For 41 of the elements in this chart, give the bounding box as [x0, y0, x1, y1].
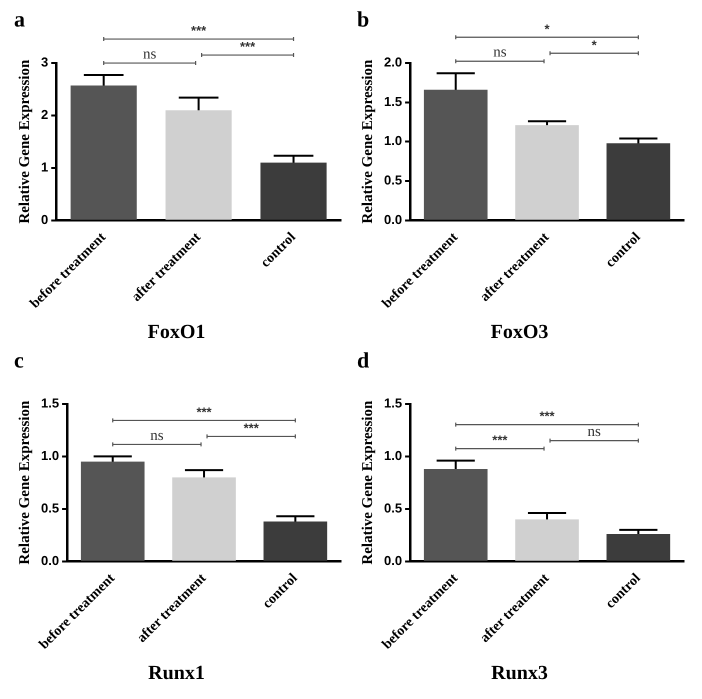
- annotation: ***: [196, 404, 213, 420]
- y-tick-label: 1.5: [384, 94, 402, 109]
- y-axis-title: Relative Gene Expression: [16, 59, 33, 224]
- annotation: ns: [588, 424, 602, 440]
- text: FoxO1: [148, 321, 206, 344]
- y-tick-label: 0.5: [40, 500, 60, 516]
- y-tick-label: 1: [40, 159, 48, 174]
- y-tick-label: 3: [40, 54, 48, 70]
- y-tick-label: 2: [40, 107, 48, 122]
- text: FoxO3: [490, 321, 548, 344]
- annotation: ***: [539, 408, 556, 424]
- y-tick-label: 0.0: [384, 552, 402, 568]
- y-tick-label: 1.0: [40, 448, 60, 464]
- y-tick-label: 1.5: [384, 396, 402, 411]
- annotation: ***: [244, 420, 260, 436]
- y-tick-label: 0.0: [40, 552, 60, 568]
- text: a: [14, 6, 25, 32]
- y-axis-title: Relative Gene Expression: [16, 400, 33, 565]
- y-tick-label: 1.0: [384, 448, 402, 464]
- text: d: [357, 348, 370, 373]
- text: c: [14, 348, 24, 373]
- text: b: [357, 6, 370, 32]
- annotation: ns: [150, 428, 164, 444]
- y-tick-label: 2.0: [384, 54, 402, 70]
- text: ns: [493, 44, 507, 61]
- text: ***: [240, 39, 256, 54]
- text: *: [592, 37, 598, 52]
- text: ***: [191, 23, 208, 38]
- y-axis-title: Relative Gene Expression: [360, 59, 376, 224]
- text: Runx1: [148, 662, 205, 684]
- y-tick-label: 0.5: [384, 500, 402, 516]
- y-tick-label: 0.0: [384, 212, 402, 227]
- y-tick-label: 0: [40, 212, 48, 227]
- text: Runx3: [491, 662, 548, 684]
- y-tick-label: 0.5: [384, 172, 402, 188]
- text: *: [544, 21, 551, 36]
- annotation: ***: [492, 432, 508, 448]
- y-tick-label: 1.5: [40, 396, 60, 411]
- y-axis-title: Relative Gene Expression: [360, 400, 376, 565]
- y-tick-label: 1.0: [384, 133, 402, 148]
- text: ns: [142, 46, 156, 62]
